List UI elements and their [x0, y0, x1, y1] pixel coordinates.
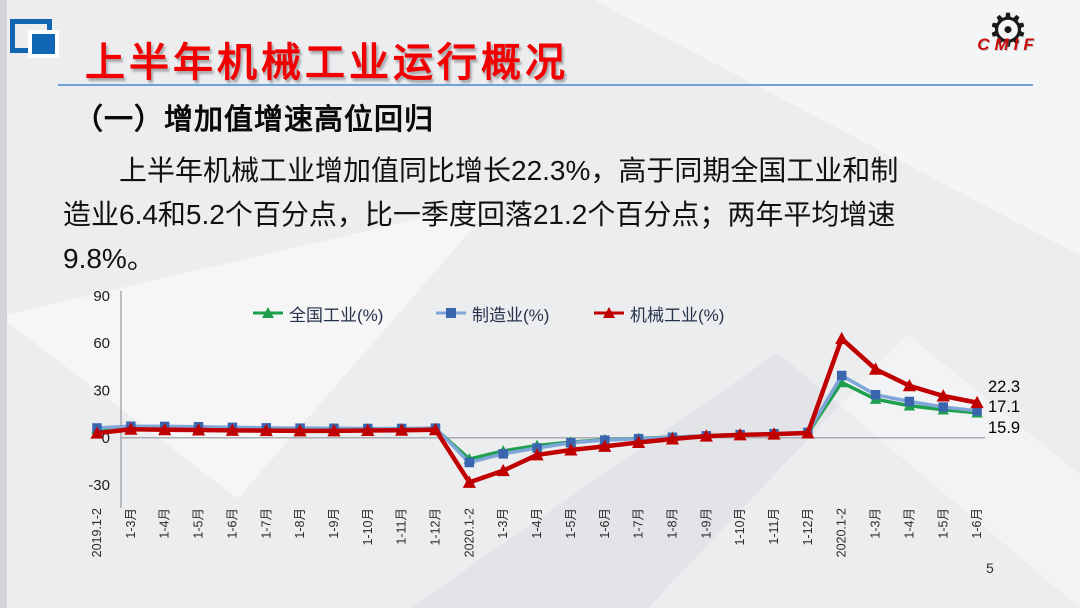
legend-label: 制造业(%) — [472, 305, 550, 325]
gear-icon: ⚙ — [987, 4, 1029, 56]
svg-text:1-11月: 1-11月 — [767, 508, 781, 545]
svg-text:1-5月: 1-5月 — [192, 508, 206, 539]
svg-text:90: 90 — [93, 288, 110, 305]
page-number: 5 — [986, 560, 994, 576]
svg-text:1-10月: 1-10月 — [733, 508, 747, 546]
svg-text:1-3月: 1-3月 — [496, 508, 510, 539]
svg-text:1-9月: 1-9月 — [699, 508, 713, 539]
body-paragraph: 上半年机械工业增加值同比增长22.3%，高于同期全国工业和制 造业6.4和5.2… — [63, 149, 1023, 281]
svg-text:1-12月: 1-12月 — [429, 508, 443, 546]
body-line: 造业6.4和5.2个百分点，比一季度回落21.2个百分点；两年平均增速 — [63, 199, 896, 230]
left-edge-strip — [0, 0, 7, 608]
svg-text:1-8月: 1-8月 — [293, 508, 307, 539]
svg-text:1-4月: 1-4月 — [158, 508, 172, 539]
body-line: 上半年机械工业增加值同比增长22.3%，高于同期全国工业和制 — [119, 155, 899, 186]
logo-text: CMIF — [977, 35, 1039, 54]
svg-text:2019.1-2: 2019.1-2 — [90, 508, 104, 557]
legend-label: 全国工业(%) — [289, 305, 384, 325]
svg-text:1-7月: 1-7月 — [632, 508, 646, 539]
svg-text:1-6月: 1-6月 — [970, 508, 984, 539]
svg-text:17.1: 17.1 — [988, 398, 1020, 416]
slide-corner-icon — [10, 19, 59, 59]
svg-text:1-8月: 1-8月 — [665, 508, 679, 539]
svg-text:1-11月: 1-11月 — [395, 508, 409, 545]
svg-text:2020.1-2: 2020.1-2 — [462, 508, 476, 557]
legend-label: 机械工业(%) — [630, 305, 725, 325]
svg-text:1-7月: 1-7月 — [259, 508, 273, 539]
body-line: 9.8%。 — [63, 243, 155, 274]
svg-text:1-4月: 1-4月 — [530, 508, 544, 539]
svg-text:1-5月: 1-5月 — [936, 508, 950, 539]
legend-marker-triangle-green — [253, 307, 283, 318]
cmif-logo: ⚙ CMIF — [958, 4, 1058, 70]
page-title: 上半年机械工业运行概况 — [85, 41, 569, 85]
title-underline — [58, 84, 1033, 86]
svg-text:1-3月: 1-3月 — [869, 508, 883, 539]
square-solid-icon — [28, 30, 59, 58]
svg-text:60: 60 — [93, 335, 110, 352]
svg-text:1-3月: 1-3月 — [124, 508, 138, 539]
svg-text:15.9: 15.9 — [988, 419, 1020, 437]
svg-text:1-10月: 1-10月 — [361, 508, 375, 546]
legend-marker-square-blue — [436, 308, 466, 318]
legend-item-national-industry: 全国工业(%) — [253, 302, 384, 325]
svg-text:1-6月: 1-6月 — [598, 508, 612, 539]
svg-text:1-9月: 1-9月 — [327, 508, 341, 539]
svg-text:1-5月: 1-5月 — [564, 508, 578, 539]
svg-text:2020.1-2: 2020.1-2 — [835, 508, 849, 557]
svg-text:1-6月: 1-6月 — [225, 508, 239, 539]
section-heading: （一）增加值增速高位回归 — [74, 104, 435, 136]
legend-marker-triangle-red — [594, 307, 624, 318]
line-chart: 90 60 30 0 -30 2019.1-2 1-3月 1-4月 1-5月 1-6月 1-7月 1-… — [88, 288, 1020, 557]
svg-text:1-4月: 1-4月 — [902, 508, 916, 539]
svg-text:30: 30 — [93, 382, 110, 399]
svg-text:0: 0 — [102, 430, 110, 447]
legend-item-manufacturing: 制造业(%) — [436, 302, 550, 325]
svg-text:-30: -30 — [88, 477, 110, 494]
legend-item-machinery: 机械工业(%) — [594, 302, 725, 325]
svg-text:1-12月: 1-12月 — [801, 508, 815, 546]
svg-text:22.3: 22.3 — [988, 378, 1020, 396]
